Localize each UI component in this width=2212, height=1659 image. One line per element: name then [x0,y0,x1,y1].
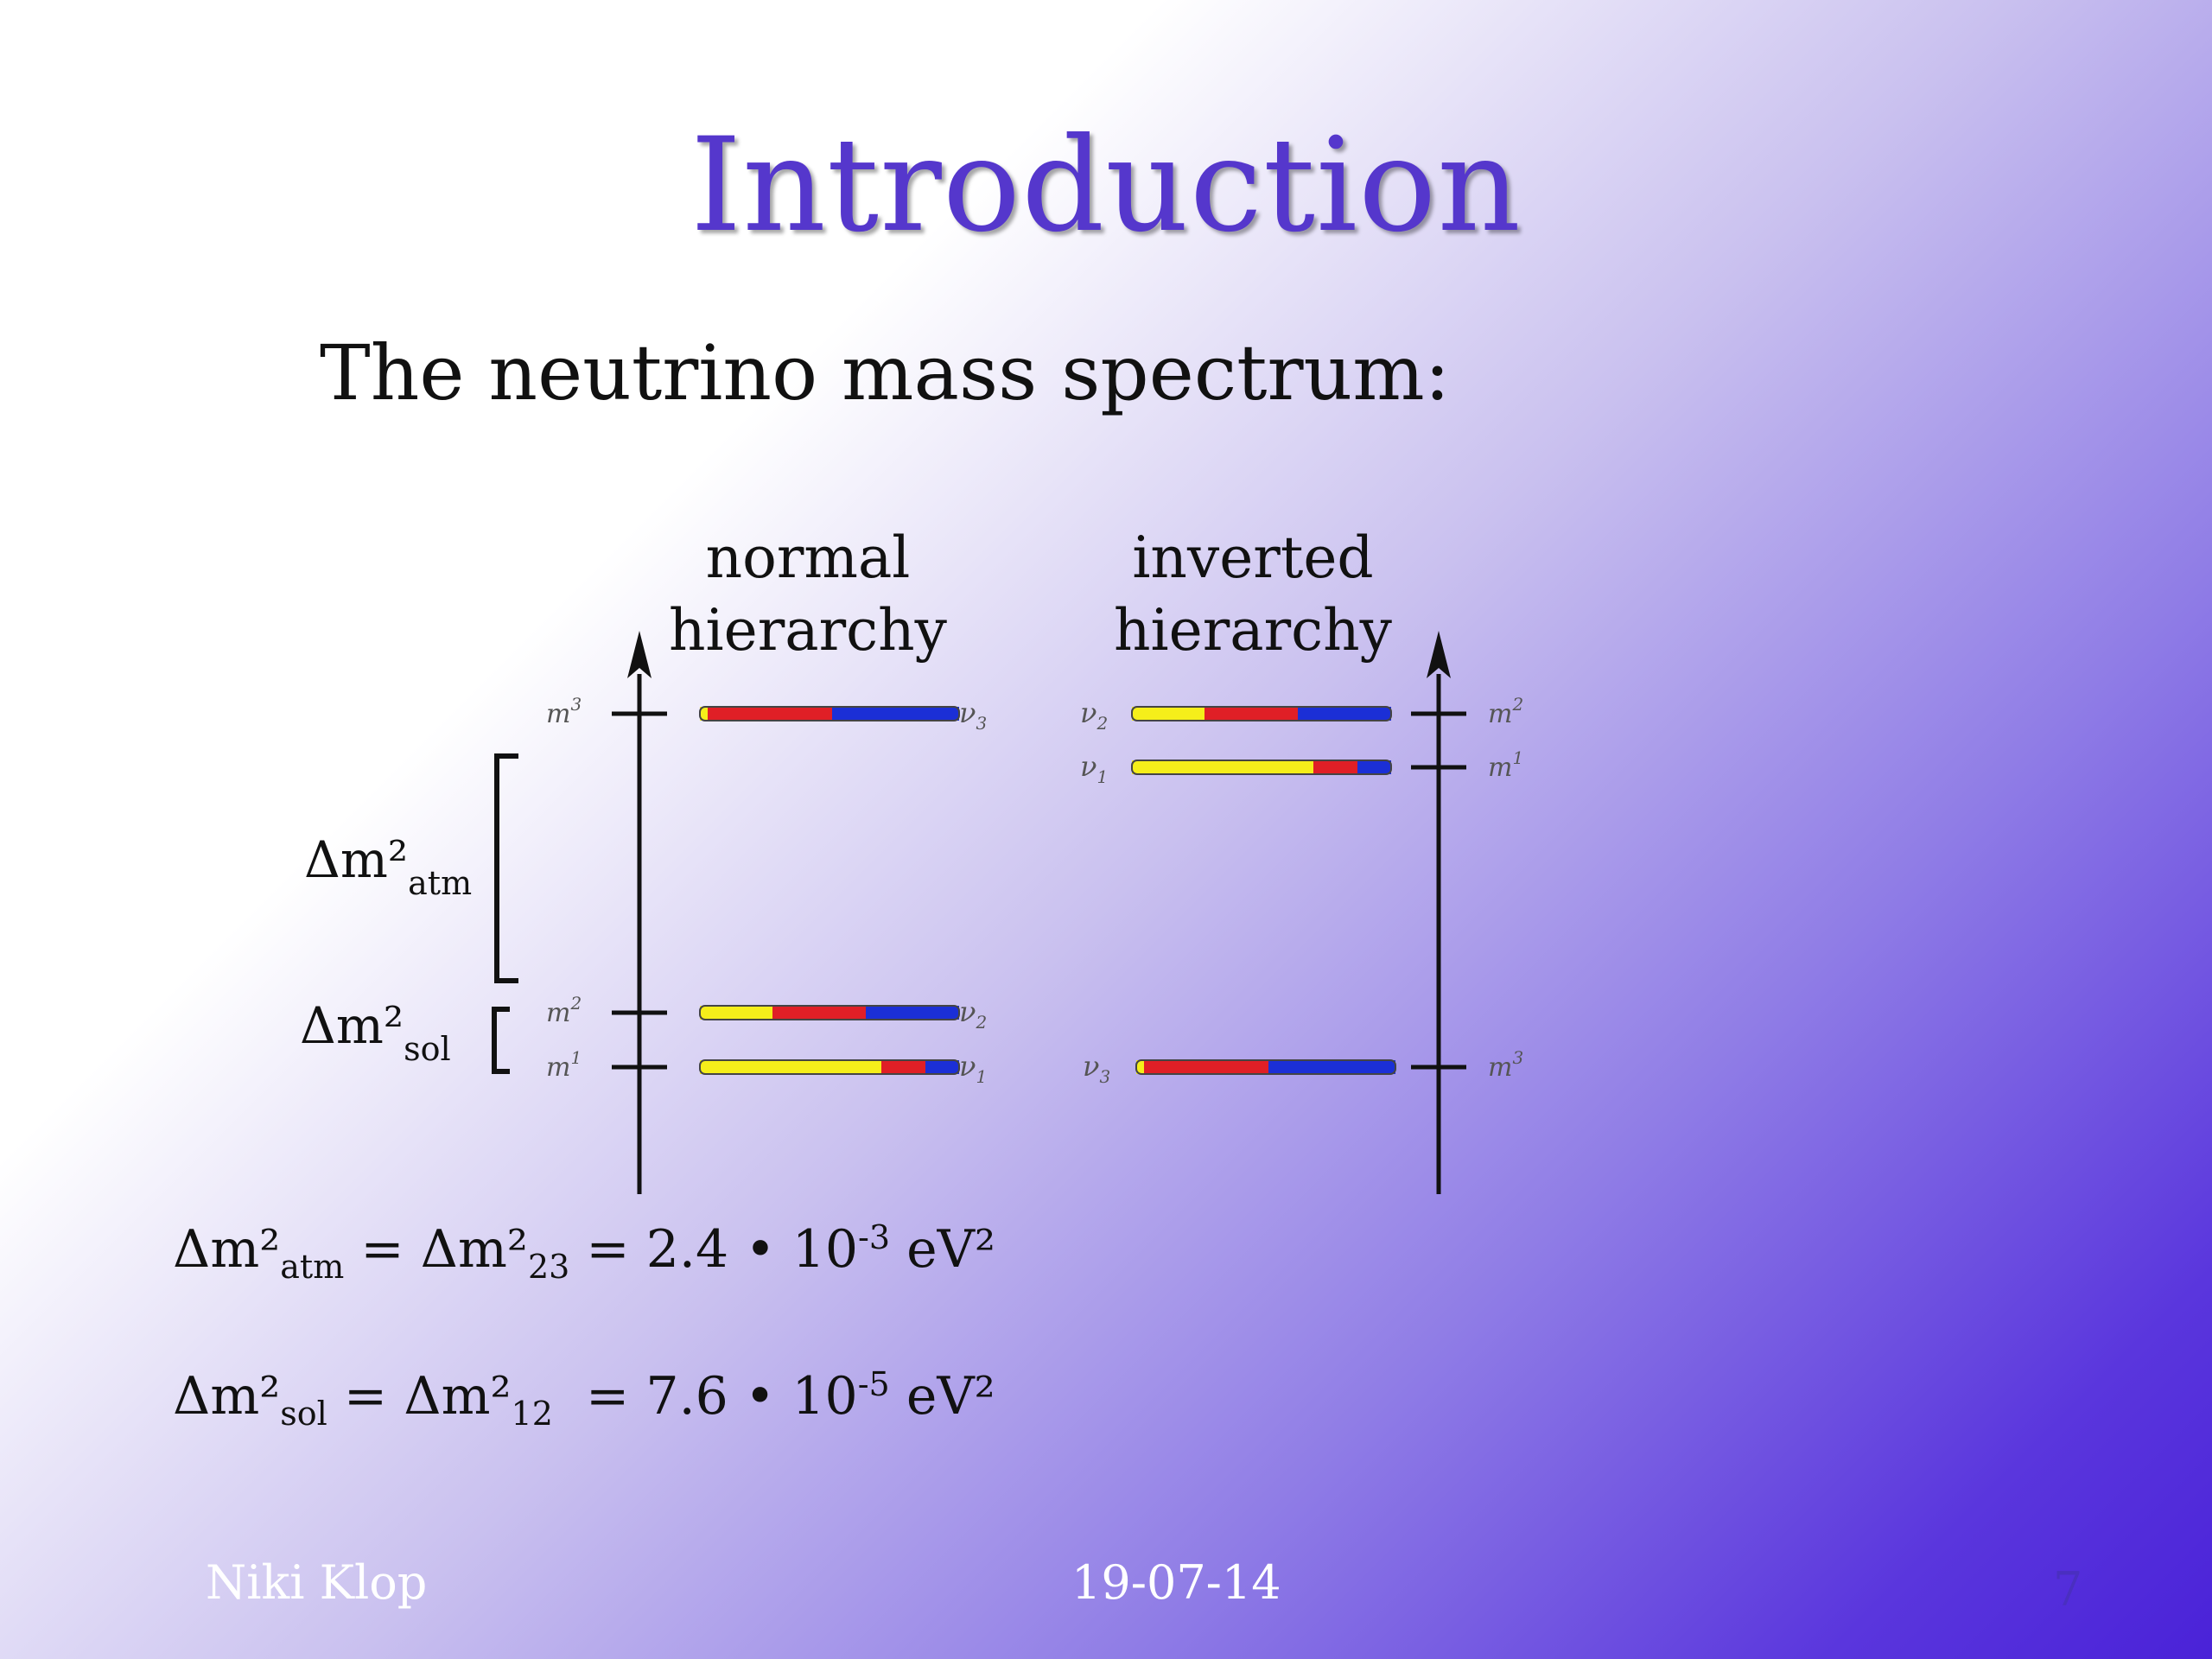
bar-outline [1131,706,1392,721]
inverted-flavor-bar-2 [1131,706,1392,721]
bar-outline [699,706,960,721]
sol-bracket-label: Δm²sol [300,996,451,1068]
normal-mass-label-m1: m1 [546,1047,582,1083]
normal-nu-label-3: ν3 [959,696,987,734]
bar-segment-red [1144,1060,1268,1074]
inverted-heading-line2: hierarchy [1114,597,1393,664]
inverted-heading-line1: inverted [1132,524,1373,591]
slide-title: Introduction [690,111,1522,261]
bar-outline [1131,760,1392,775]
normal-flavor-bar-2 [699,1005,960,1020]
bar-segment-yellow [700,1060,881,1074]
footer-date: 19-07-14 [1071,1555,1281,1610]
normal-mass-label-m2: m2 [546,993,582,1028]
inverted-nu-label-2: ν2 [1080,696,1108,734]
normal-nu-label-2: ν2 [959,995,987,1033]
normal-heading-line1: normal [706,524,911,591]
inverted-mass-label-m2: m2 [1488,694,1523,729]
footer-author: Niki Klop [206,1555,428,1610]
bar-segment-red [708,707,832,721]
atm-bracket-label: Δm²atm [304,830,472,902]
bar-segment-yellow [700,1006,772,1020]
equation-atm: Δm²atm = Δm²23 = 2.4 • 10-3 eV² [173,1218,996,1286]
bar-segment-blue [1357,760,1391,774]
atm-bracket [494,753,518,983]
bar-segment-blue [832,707,959,721]
bar-segment-red [1205,707,1298,721]
bar-outline [1135,1059,1396,1075]
sol-bracket [492,1007,510,1074]
inverted-flavor-bar-3 [1135,1059,1396,1075]
bar-outline [699,1059,960,1075]
inverted-mass-label-m3: m3 [1488,1047,1523,1083]
bar-segment-yellow [1132,707,1205,721]
bar-segment-blue [1268,1060,1395,1074]
inverted-mass-label-m1: m1 [1488,747,1523,783]
normal-nu-label-1: ν1 [959,1050,987,1087]
inverted-nu-label-3: ν3 [1083,1050,1110,1087]
normal-flavor-bar-3 [699,706,960,721]
footer-page-number: 7 [2053,1562,2083,1617]
bar-segment-yellow [1136,1060,1144,1074]
inverted-nu-label-1: ν1 [1080,750,1108,787]
bar-segment-red [881,1060,925,1074]
bar-segment-blue [866,1006,959,1020]
inverted-axis-arrow-icon [1427,631,1451,678]
bar-segment-blue [925,1060,959,1074]
flavor-bars [699,706,1396,1075]
normal-axis-arrow-icon [627,631,652,678]
bar-segment-blue [1298,707,1391,721]
bar-segment-yellow [1132,760,1313,774]
bar-outline [699,1005,960,1020]
slide-subtitle: The neutrino mass spectrum: [320,328,1451,417]
bar-segment-yellow [700,707,708,721]
bar-segment-red [772,1006,866,1020]
normal-heading-line2: hierarchy [669,597,948,664]
equation-sol: Δm²sol = Δm²12 = 7.6 • 10-5 eV² [173,1365,995,1433]
bar-segment-red [1313,760,1357,774]
normal-flavor-bar-1 [699,1059,960,1075]
inverted-flavor-bar-1 [1131,760,1392,775]
normal-mass-label-m3: m3 [546,694,582,729]
